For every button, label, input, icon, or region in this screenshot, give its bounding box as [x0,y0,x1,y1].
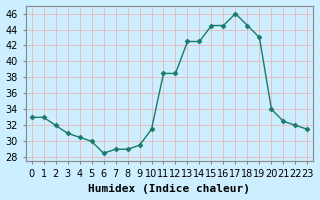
X-axis label: Humidex (Indice chaleur): Humidex (Indice chaleur) [89,184,251,194]
